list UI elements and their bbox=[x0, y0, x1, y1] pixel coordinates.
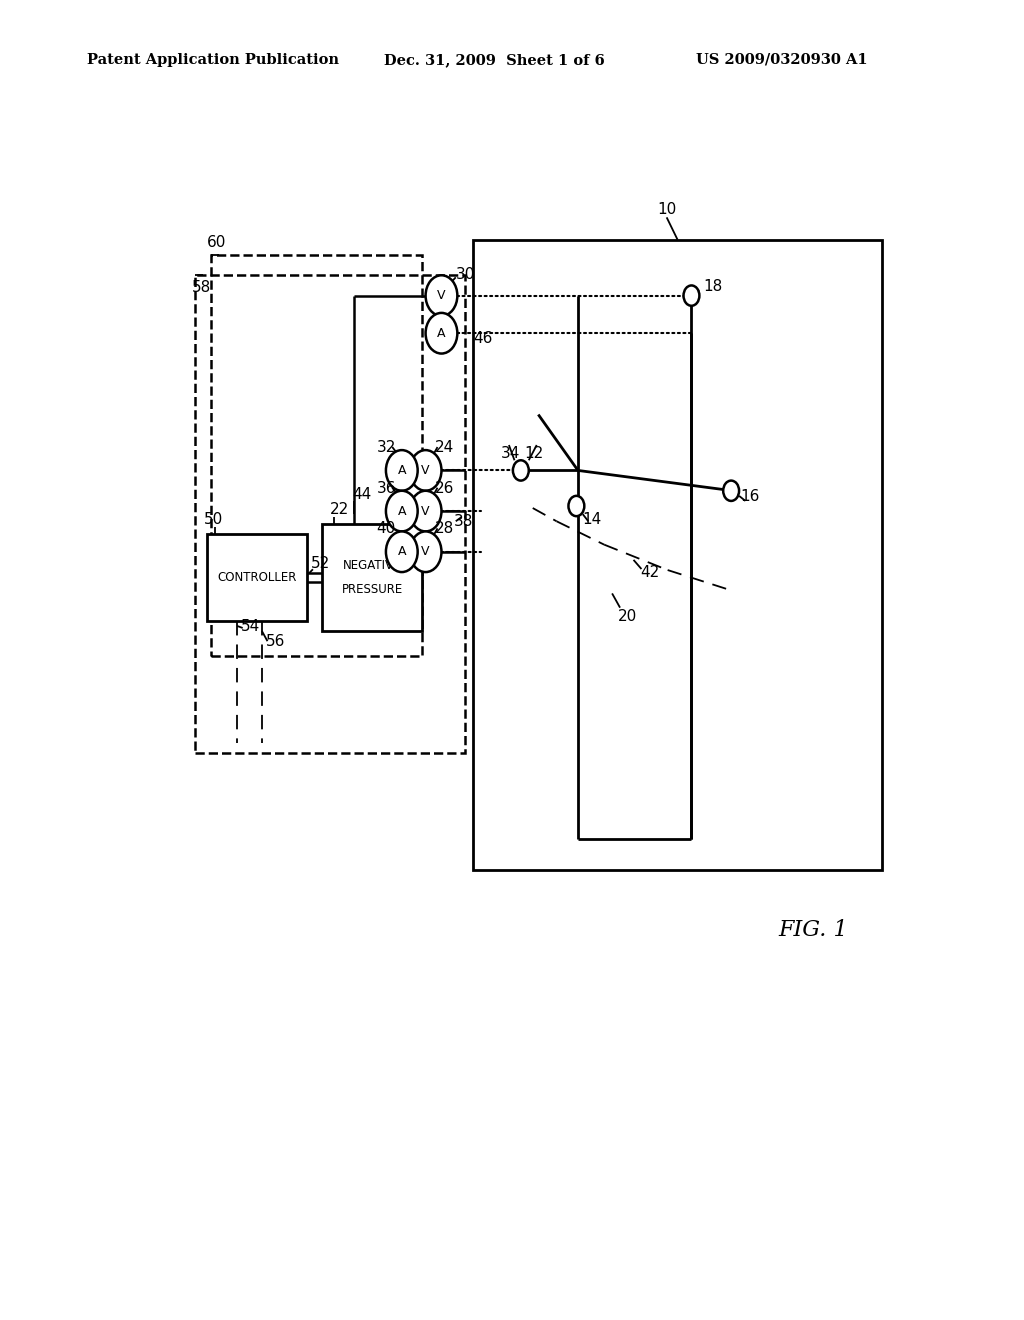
Text: NEGATIVE: NEGATIVE bbox=[343, 558, 401, 572]
Bar bbox=[211, 255, 422, 656]
Text: 36: 36 bbox=[377, 480, 396, 496]
Text: 34: 34 bbox=[501, 446, 520, 461]
Bar bbox=[323, 524, 422, 631]
Text: 56: 56 bbox=[266, 635, 286, 649]
Text: 46: 46 bbox=[473, 331, 493, 346]
Text: 54: 54 bbox=[241, 619, 260, 634]
Text: 12: 12 bbox=[524, 446, 544, 461]
Circle shape bbox=[386, 450, 418, 491]
Text: A: A bbox=[397, 545, 407, 558]
Text: A: A bbox=[397, 463, 407, 477]
Text: 20: 20 bbox=[617, 609, 637, 624]
Circle shape bbox=[426, 313, 458, 354]
Text: 14: 14 bbox=[583, 512, 602, 527]
Text: 40: 40 bbox=[377, 521, 395, 536]
Text: 18: 18 bbox=[703, 279, 723, 293]
Circle shape bbox=[426, 276, 458, 315]
Bar bbox=[196, 276, 465, 752]
Circle shape bbox=[410, 450, 441, 491]
Text: V: V bbox=[437, 289, 445, 302]
Circle shape bbox=[513, 461, 528, 480]
Text: A: A bbox=[397, 504, 407, 517]
Text: 44: 44 bbox=[352, 487, 372, 502]
Text: Dec. 31, 2009  Sheet 1 of 6: Dec. 31, 2009 Sheet 1 of 6 bbox=[384, 53, 605, 67]
Circle shape bbox=[410, 532, 441, 572]
Text: 28: 28 bbox=[435, 521, 455, 536]
Text: V: V bbox=[421, 504, 430, 517]
Text: PRESSURE: PRESSURE bbox=[341, 583, 402, 597]
Circle shape bbox=[410, 491, 441, 532]
Bar bbox=[207, 535, 306, 620]
Text: V: V bbox=[421, 545, 430, 558]
Text: CONTROLLER: CONTROLLER bbox=[217, 572, 297, 585]
Text: A: A bbox=[437, 327, 445, 339]
Text: 30: 30 bbox=[456, 268, 475, 282]
Circle shape bbox=[386, 491, 418, 532]
Text: 24: 24 bbox=[435, 440, 455, 455]
Text: 10: 10 bbox=[657, 202, 677, 218]
Text: 58: 58 bbox=[191, 280, 211, 296]
Text: US 2009/0320930 A1: US 2009/0320930 A1 bbox=[696, 53, 868, 67]
Circle shape bbox=[568, 496, 585, 516]
Text: 32: 32 bbox=[377, 440, 395, 455]
Text: 22: 22 bbox=[331, 502, 349, 517]
Text: 26: 26 bbox=[435, 480, 455, 496]
Text: 60: 60 bbox=[207, 235, 226, 249]
Circle shape bbox=[723, 480, 739, 500]
Text: 42: 42 bbox=[640, 565, 659, 581]
Circle shape bbox=[684, 285, 699, 306]
Text: V: V bbox=[421, 463, 430, 477]
Text: 38: 38 bbox=[454, 515, 473, 529]
Text: FIG. 1: FIG. 1 bbox=[778, 919, 848, 941]
Text: Patent Application Publication: Patent Application Publication bbox=[87, 53, 339, 67]
Text: 16: 16 bbox=[740, 488, 760, 504]
Bar bbox=[473, 240, 882, 870]
Text: 52: 52 bbox=[310, 556, 330, 572]
Circle shape bbox=[386, 532, 418, 572]
Text: 50: 50 bbox=[204, 512, 222, 527]
